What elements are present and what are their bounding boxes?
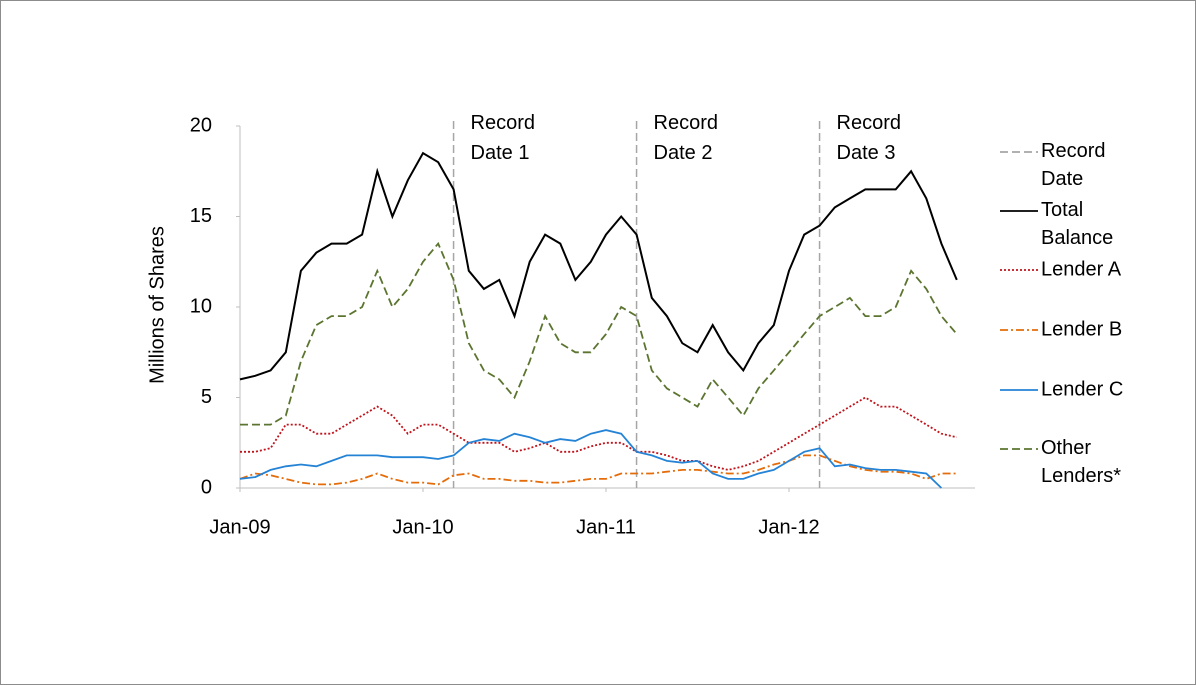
x-tick-label: Jan-09 xyxy=(209,516,270,538)
record-date-label: Record Date 1 xyxy=(471,112,535,164)
legend-label-line: Balance xyxy=(1041,227,1113,249)
record-date-label-line: Date 2 xyxy=(654,142,713,164)
record-date-label-line: Date 3 xyxy=(837,142,896,164)
record-date-label-line: Date 1 xyxy=(471,142,530,164)
y-tick-label: 10 xyxy=(190,295,212,317)
legend-label-line: Total xyxy=(1041,199,1083,221)
record-date-label: Record Date 2 xyxy=(654,112,718,164)
record-date-label: Record Date 3 xyxy=(837,112,901,164)
legend-label-line: Other xyxy=(1041,437,1091,459)
legend-label-line: Lenders* xyxy=(1041,465,1121,487)
legend-label: Lender A xyxy=(1041,258,1122,280)
y-axis-label: Millions of Shares xyxy=(146,226,168,384)
legend-label-line: Record xyxy=(1041,140,1105,162)
y-tick-label: 20 xyxy=(190,114,212,136)
record-date-label-line: Record xyxy=(471,112,535,134)
legend-label: Lender B xyxy=(1041,318,1122,340)
y-tick-label: 0 xyxy=(201,476,212,498)
series-line xyxy=(239,151,958,381)
series-line xyxy=(239,454,957,486)
x-tick-label: Jan-10 xyxy=(392,516,453,538)
legend-label: Total Balance xyxy=(1041,199,1113,249)
legend-label: Other Lenders* xyxy=(1041,437,1121,487)
record-date-label-line: Record xyxy=(654,112,718,134)
x-tick-label: Jan-11 xyxy=(576,516,636,538)
y-tick-label: 15 xyxy=(190,205,212,227)
series-line xyxy=(240,396,958,471)
x-tick-label: Jan-12 xyxy=(758,516,819,538)
series-line xyxy=(240,241,958,426)
legend-label-line: Date xyxy=(1041,168,1083,190)
legend-label: Record Date xyxy=(1041,140,1105,190)
y-tick-label: 5 xyxy=(201,386,212,408)
series-line xyxy=(239,429,943,489)
legend-label: Lender C xyxy=(1041,378,1123,400)
record-date-label-line: Record xyxy=(837,112,901,134)
